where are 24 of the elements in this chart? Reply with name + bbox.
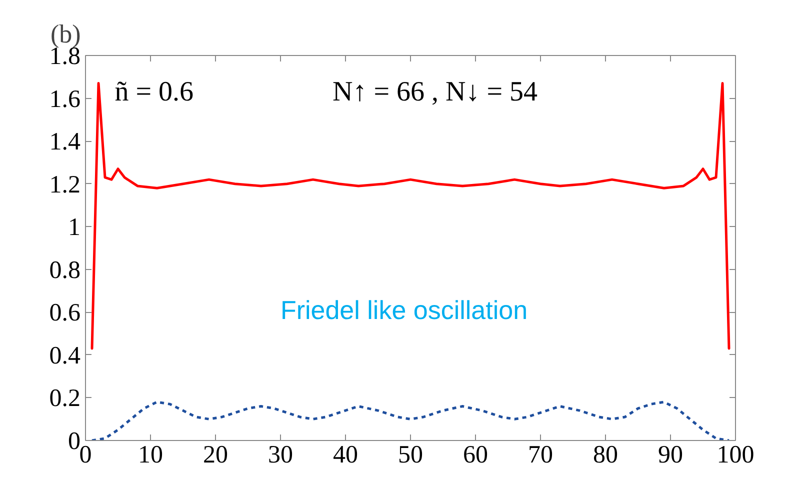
y-tick-label: 0.6	[49, 300, 80, 327]
y-tick-label: 1.6	[49, 86, 80, 113]
x-tick-label: 20	[203, 442, 228, 468]
y-tick-label: 0.4	[49, 342, 81, 370]
y-tick-label: 1	[68, 214, 80, 242]
annotation: N↑ = 66 , N↓ = 54	[332, 76, 538, 108]
x-tick-label: 100	[716, 442, 754, 468]
x-tick-label: 60	[463, 442, 488, 468]
x-tick-label: 80	[593, 442, 618, 468]
x-tick-label: 40	[333, 442, 358, 468]
line-series	[90, 400, 730, 440]
annotation: ñ = 0.6	[114, 76, 194, 108]
x-tick-label: 10	[138, 442, 163, 468]
chart-title: (b)	[50, 20, 81, 48]
x-tick-label: 30	[268, 442, 293, 468]
annotation: Friedel like oscillation	[280, 295, 528, 326]
x-tick-label: 90	[658, 442, 683, 468]
y-tick-label: 1.2	[49, 171, 80, 198]
y-tick-label: 1.4	[49, 128, 81, 156]
x-tick-label: 70	[528, 442, 553, 468]
x-tick-label: 50	[398, 442, 423, 468]
y-tick-label: 0.8	[49, 256, 80, 284]
y-tick-label: 0.2	[49, 385, 80, 412]
line-series	[90, 82, 730, 350]
